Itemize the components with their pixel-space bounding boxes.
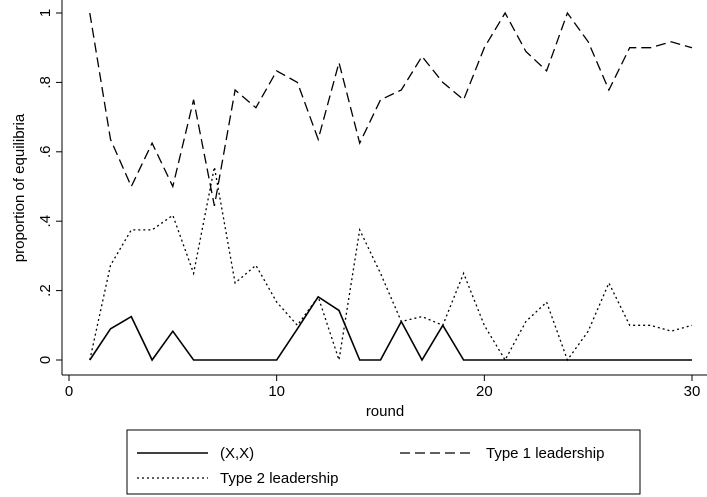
x-axis-title: round [366, 403, 404, 420]
x-tick-label: 20 [476, 383, 493, 400]
series-line-dashed [89, 11, 693, 207]
legend-label: (X,X) [220, 445, 254, 462]
legend-label: Type 2 leadership [220, 470, 338, 487]
axis-ticks: 0 10 20 30 0 .2 .4 .6 .8 1 [37, 9, 700, 400]
legend: (X,X) Type 1 leadership Type 2 leadership [126, 429, 641, 495]
legend-box [126, 429, 641, 495]
series-line-solid [89, 295, 692, 362]
x-tick-label: 10 [268, 383, 285, 400]
y-tick-label: .4 [37, 215, 54, 228]
y-axis-title: proportion of equilibria [11, 113, 28, 262]
x-tick-label: 0 [65, 383, 73, 400]
legend-label: Type 1 leadership [486, 445, 604, 462]
x-tick-label: 30 [684, 383, 701, 400]
series-lines [89, 11, 693, 362]
y-tick-label: .2 [37, 284, 54, 297]
y-tick-label: 1 [37, 9, 54, 17]
y-tick-label: .6 [37, 146, 54, 159]
plot-axes [61, 0, 707, 376]
series-line-dotted [89, 166, 693, 362]
y-tick-label: .8 [37, 76, 54, 89]
y-tick-label: 0 [37, 356, 54, 364]
